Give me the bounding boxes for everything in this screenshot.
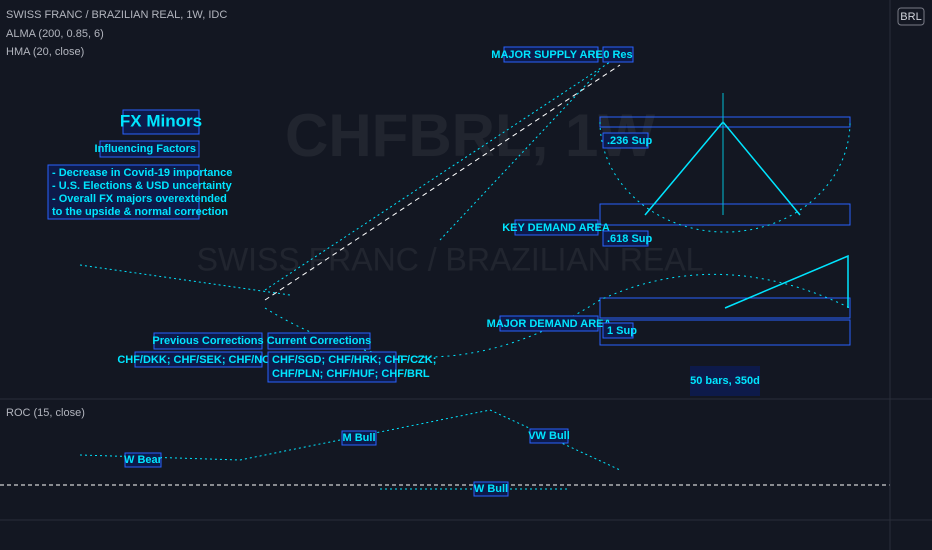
annotation: 1 Sup [607,325,637,337]
currency-box[interactable] [897,7,925,26]
annotation: 50 bars, 350d [690,375,760,387]
box [267,351,397,383]
box [503,46,599,63]
annotation: MAJOR DEMAND AREA [487,318,612,330]
box [602,46,634,63]
box [99,140,200,158]
annotation: VW Bull [528,430,570,442]
box [267,332,371,350]
trend-line [439,69,601,241]
box [514,219,599,236]
box [473,481,509,497]
trend-line [264,64,621,301]
box [529,428,569,444]
triangle [724,254,849,309]
box [47,164,200,220]
annotation: - Decrease in Covid-19 importance [52,167,232,179]
annotation: MAJOR SUPPLY AREA [491,49,610,61]
zone [599,319,851,346]
box [602,322,634,339]
range-box [690,366,760,396]
box [153,332,263,350]
annotation: W Bear [124,454,163,466]
zone [599,297,851,319]
box [124,452,162,468]
currency[interactable]: BRL [900,11,921,23]
box [602,230,649,247]
trend-line [79,264,291,296]
legend-entry: ROC (15, close) [6,407,85,419]
watermark-sub: SWISS FRANC / BRAZILIAN REAL [197,241,704,277]
annotation: .236 Sup [607,135,653,147]
watermark: CHFBRL, 1W [285,102,655,169]
annotation: Previous Corrections [152,335,263,347]
annotation: 0 Res [603,49,632,61]
legend-entry: HMA (20, close) [6,46,84,58]
annotation: W Bull [474,483,508,495]
annotation: CHF/SGD; CHF/HRK; CHF/CZK; [272,354,436,366]
box [134,351,263,368]
legend-entry: ALMA (200, 0.85, 6) [6,28,104,40]
annotation: KEY DEMAND AREA [502,222,610,234]
annotation: .618 Sup [607,233,653,245]
annotation: - Overall FX majors overextended [52,193,227,205]
annotation: CHF/PLN; CHF/HUF; CHF/BRL [272,368,430,380]
arc [264,273,851,358]
box [602,132,649,149]
box [341,430,377,446]
annotation: FX Minors [120,111,202,130]
box [499,315,599,332]
annotation: M Bull [343,432,376,444]
zone [599,203,851,226]
annotation: Influencing Factors [95,143,196,155]
trend-line [264,61,611,291]
annotation: - U.S. Elections & USD uncertainty [52,180,233,192]
annotation: Current Corrections [267,335,372,347]
box [122,109,200,135]
annotation: CHF/DKK; CHF/SEK; CHF/NOK [117,354,278,366]
chart-title: SWISS FRANC / BRAZILIAN REAL, 1W, IDC [6,9,227,21]
annotation: to the upside & normal correction [52,206,228,218]
